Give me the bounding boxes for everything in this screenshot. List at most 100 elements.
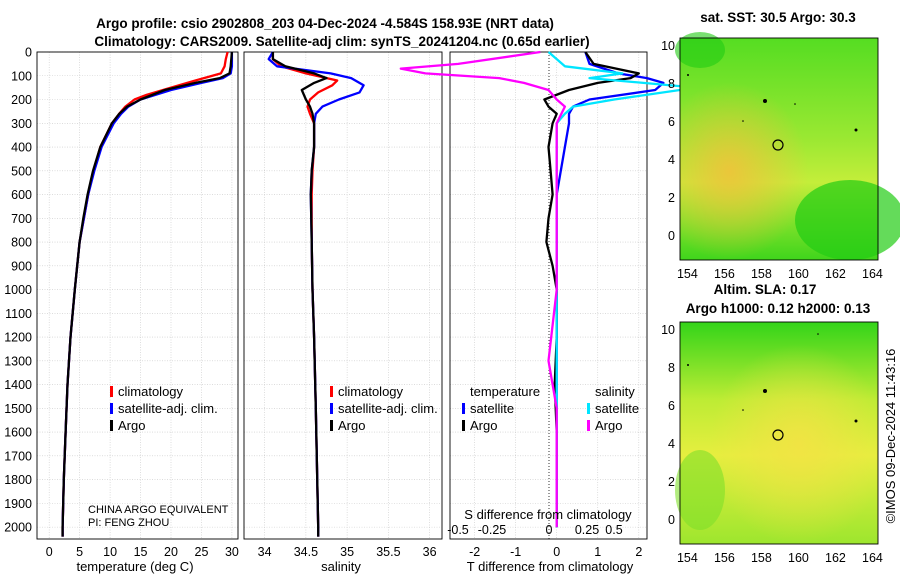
legend-swatch-s-argo xyxy=(587,420,590,431)
x-tick-label: 35 xyxy=(340,545,354,559)
t-difference-xlabel: T difference from climatology xyxy=(467,559,634,574)
island-dot xyxy=(854,128,858,132)
island-dot xyxy=(763,99,767,103)
lat-tick-label: 4 xyxy=(668,437,675,451)
legend-swatch-s-satellite xyxy=(587,403,590,414)
temperature-panel: 0100200300400500600700800900100011001200… xyxy=(4,46,239,575)
difference-panel: -2 -1 0 1 2 T difference from climatology S … xyxy=(399,50,698,574)
x-tick-label: -2 xyxy=(469,545,480,559)
lon-tick-label: 160 xyxy=(788,267,809,281)
x-tick-label: 34 xyxy=(258,545,272,559)
sla-map-title: Altim. SLA: 0.17 xyxy=(714,282,817,297)
y-tick-label: 800 xyxy=(11,236,32,250)
lon-tick-label: 156 xyxy=(714,267,735,281)
y-tick-label: 1600 xyxy=(4,426,32,440)
y-tick-label: 900 xyxy=(11,259,32,273)
legend-s-satellite: satellite xyxy=(595,401,639,416)
lat-tick-label: 10 xyxy=(661,39,675,53)
legend-swatch-satellite xyxy=(110,403,113,414)
lat-tick-label: 0 xyxy=(668,229,675,243)
x-tick-label: 2 xyxy=(635,545,642,559)
legend-swatch-argo xyxy=(110,420,113,431)
legend-swatch-t-satellite xyxy=(462,403,465,414)
legend-swatch-climatology xyxy=(330,386,333,397)
s-tick: -0.5 xyxy=(447,523,469,537)
legend-temperature-title: temperature xyxy=(470,384,540,399)
y-tick-label: 1900 xyxy=(4,497,32,511)
temperature-axes xyxy=(36,51,239,540)
series-line-satellite-adj-clim- xyxy=(61,52,234,537)
lon-tick-label: 154 xyxy=(677,551,698,565)
figure-title-line1: Argo profile: csio 2902808_203 04-Dec-20… xyxy=(96,16,554,31)
x-tick-label: 35.5 xyxy=(376,545,400,559)
s-tick: -0.25 xyxy=(478,523,507,537)
y-tick-label: 1000 xyxy=(4,283,32,297)
lon-tick-label: 162 xyxy=(825,551,846,565)
x-tick-label: 1 xyxy=(594,545,601,559)
y-tick-label: 600 xyxy=(11,188,32,202)
sst-map-panel: sat. SST: 30.5 Argo: 30.3 154 156 158 160 16… xyxy=(661,10,900,281)
lon-tick-label: 164 xyxy=(862,551,883,565)
island-dot xyxy=(763,389,767,393)
institution-label: CHINA ARGO EQUIVALENT xyxy=(88,504,229,516)
salinity-axes xyxy=(243,51,443,540)
x-tick-label: 15 xyxy=(134,545,148,559)
legend-s-argo: Argo xyxy=(595,418,622,433)
sst-map-axes xyxy=(679,37,879,261)
y-tick-label: 1100 xyxy=(5,307,32,321)
x-tick-label: 36 xyxy=(423,545,437,559)
legend-climatology: climatology xyxy=(338,384,404,399)
argo-position-marker xyxy=(772,139,784,151)
legend-swatch-argo xyxy=(330,420,333,431)
s-difference-ticks: -0.5 -0.25 0 0.25 0.5 xyxy=(447,523,623,537)
s-tick: 0 xyxy=(546,523,553,537)
s-tick: 0.5 xyxy=(605,523,622,537)
series-line-argo xyxy=(271,52,328,537)
island-dot xyxy=(687,364,689,366)
island-dot xyxy=(687,74,689,76)
island-dot xyxy=(742,409,744,411)
legend-satellite-adj: satellite-adj. clim. xyxy=(338,401,438,416)
island-dots xyxy=(687,333,858,423)
s-difference-label: S difference from climatology xyxy=(464,507,632,522)
series-line-climatology xyxy=(271,52,339,537)
legend-t-satellite: satellite xyxy=(470,401,514,416)
y-tick-label: 1200 xyxy=(4,331,32,345)
x-tick-label: 34.5 xyxy=(294,545,318,559)
lat-tick-label: 8 xyxy=(668,77,675,91)
y-tick-label: 300 xyxy=(11,117,32,131)
lat-tick-label: 0 xyxy=(668,513,675,527)
series-line-argo xyxy=(61,51,234,537)
y-tick-label: 1400 xyxy=(4,378,32,392)
x-tick-label: 5 xyxy=(76,545,83,559)
y-tick-label: 1800 xyxy=(4,473,32,487)
y-tick-label: 0 xyxy=(25,46,32,60)
legend-swatch-climatology xyxy=(110,386,113,397)
y-tick-label: 700 xyxy=(11,212,32,226)
salinity-panel: 34 34.5 35 35.5 36 salinity climatology sate… xyxy=(243,51,443,574)
sst-cool-patch xyxy=(795,180,900,260)
sla-map-subtitle: Argo h1000: 0.12 h2000: 0.13 xyxy=(686,301,871,316)
s-tick: 0.25 xyxy=(575,523,599,537)
legend-t-argo: Argo xyxy=(470,418,497,433)
figure-title-line2: Climatology: CARS2009. Satellite-adj cli… xyxy=(94,34,589,49)
x-tick-label: 25 xyxy=(195,545,209,559)
difference-legend: temperature salinity satellite Argo sate… xyxy=(462,384,639,433)
y-tick-label: 100 xyxy=(11,69,32,83)
x-tick-label: 10 xyxy=(103,545,117,559)
argo-position-marker xyxy=(772,429,784,441)
lon-tick-label: 156 xyxy=(714,551,735,565)
lon-tick-label: 154 xyxy=(677,267,698,281)
legend-swatch-t-argo xyxy=(462,420,465,431)
legend-salinity-title: salinity xyxy=(595,384,635,399)
y-tick-label: 1300 xyxy=(4,354,32,368)
lon-tick-label: 164 xyxy=(862,267,883,281)
x-tick-label: 20 xyxy=(164,545,178,559)
y-tick-label: 200 xyxy=(11,93,32,107)
x-tick-label: -1 xyxy=(510,545,521,559)
pi-label: PI: FENG ZHOU xyxy=(88,517,169,529)
island-dots xyxy=(687,74,858,132)
sla-map-panel: Altim. SLA: 0.17 Argo h1000: 0.12 h2000:… xyxy=(661,282,883,565)
island-dot xyxy=(794,103,796,105)
